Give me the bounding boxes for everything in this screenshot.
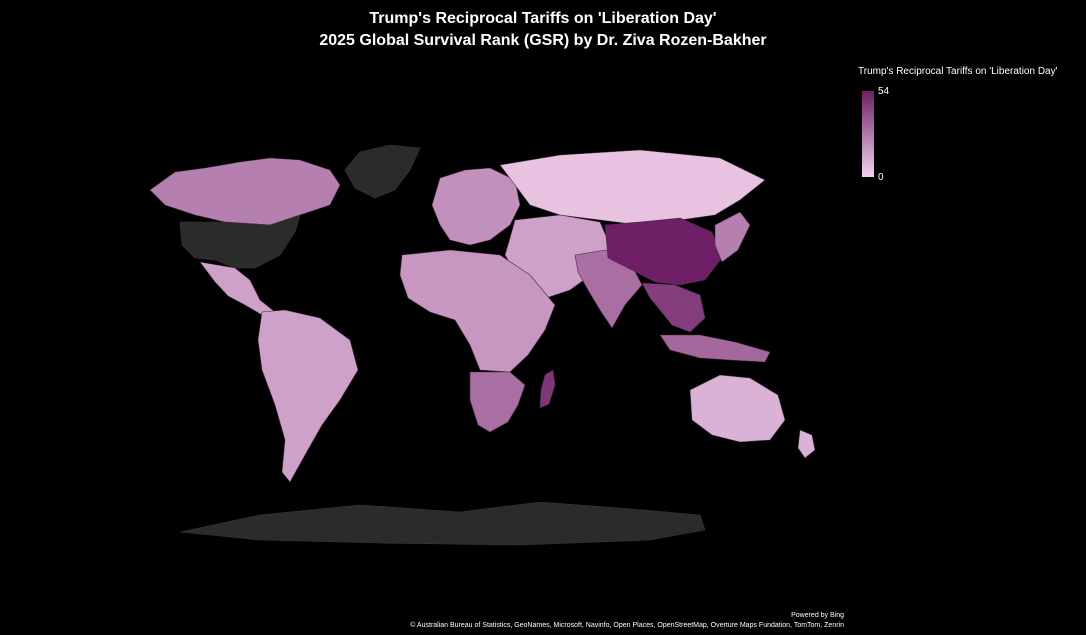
region-new-zealand[interactable] <box>797 429 816 459</box>
region-australia[interactable] <box>689 374 786 443</box>
region-madagascar[interactable] <box>539 369 556 409</box>
region-mexico-central-america[interactable] <box>199 261 276 316</box>
map-legend: Trump's Reciprocal Tariffs on 'Liberatio… <box>858 66 1078 183</box>
region-europe[interactable] <box>431 167 521 246</box>
region-north-america-canada[interactable] <box>149 157 341 226</box>
region-southeast-asia[interactable] <box>641 282 706 333</box>
title-line-1: Trump's Reciprocal Tariffs on 'Liberatio… <box>369 10 717 27</box>
region-greenland[interactable] <box>344 144 421 199</box>
region-southern-africa[interactable] <box>469 371 526 433</box>
map-title: Trump's Reciprocal Tariffs on 'Liberatio… <box>0 8 1086 52</box>
legend-max-label: 54 <box>878 86 890 97</box>
powered-by-bing: Powered by Bing <box>791 612 844 619</box>
map-attribution: © Australian Bureau of Statistics, GeoNa… <box>410 622 844 629</box>
region-united-states[interactable] <box>179 214 301 269</box>
title-line-2: 2025 Global Survival Rank (GSR) by Dr. Z… <box>319 32 767 49</box>
region-antarctica[interactable] <box>179 501 706 546</box>
legend-color-scale <box>862 91 874 177</box>
region-indonesia[interactable] <box>659 334 771 363</box>
legend-title: Trump's Reciprocal Tariffs on 'Liberatio… <box>858 66 1058 77</box>
region-japan-korea[interactable] <box>714 211 751 263</box>
legend-min-label: 0 <box>878 172 884 183</box>
region-south-america[interactable] <box>257 309 359 483</box>
region-russia[interactable] <box>499 149 766 226</box>
region-china[interactable] <box>604 217 723 286</box>
